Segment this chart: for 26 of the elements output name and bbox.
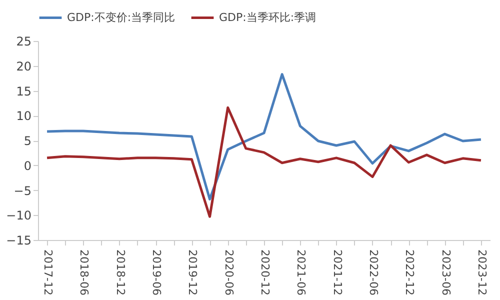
x-tick-label: 2018-12	[114, 250, 127, 296]
x-tick-label: 2023-06	[439, 250, 452, 296]
y-tick-label: −15	[6, 234, 32, 248]
x-tick-label: 2021-12	[330, 250, 344, 296]
x-tick-label: 2020-06	[222, 250, 236, 296]
x-tick-label: 2021-06	[294, 250, 308, 296]
x-tick-label: 2022-12	[403, 250, 416, 296]
y-tick-label: 10	[16, 109, 32, 124]
y-tick-label: 5	[24, 134, 32, 148]
x-tick-label: 2022-06	[366, 250, 380, 296]
y-tick-label: 0	[24, 158, 32, 173]
x-tick-label: 2020-12	[258, 250, 272, 296]
line-series	[46, 106, 482, 218]
legend-label: GDP:当季环比:季调	[219, 10, 316, 24]
x-tick-label: 2017-12	[42, 250, 55, 296]
x-tick-label: 2023-12	[475, 250, 488, 296]
y-tick-label: 20	[16, 59, 32, 74]
x-tick-label: 2018-06	[78, 250, 91, 296]
y-tick-label: −5	[14, 184, 32, 198]
x-tick-label: 2019-06	[150, 250, 164, 296]
y-tick-label: 25	[16, 34, 32, 48]
line-series	[46, 73, 482, 200]
legend-label: GDP:不变价:当季同比	[67, 10, 176, 24]
y-tick-label: −10	[6, 208, 32, 223]
x-tick-label: 2019-12	[186, 250, 200, 296]
y-tick-label: 15	[16, 84, 32, 98]
